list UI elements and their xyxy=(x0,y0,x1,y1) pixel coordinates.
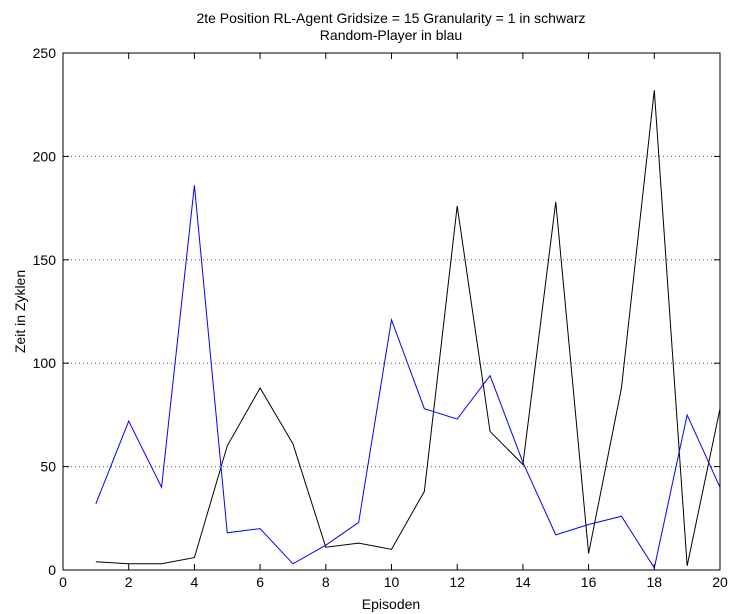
y-tick-label: 50 xyxy=(40,459,56,475)
y-tick-label: 250 xyxy=(33,45,57,61)
x-tick-label: 10 xyxy=(384,574,400,590)
y-tick-label: 200 xyxy=(33,148,57,164)
chart-subtitle: Random-Player in blau xyxy=(320,27,462,43)
x-tick-label: 0 xyxy=(59,574,67,590)
y-axis-label: Zeit in Zyklen xyxy=(12,270,28,353)
x-tick-label: 6 xyxy=(256,574,264,590)
x-tick-label: 4 xyxy=(191,574,199,590)
data-series xyxy=(95,90,721,570)
x-tick-label: 14 xyxy=(515,574,531,590)
y-tick-label: 0 xyxy=(48,562,56,578)
series-line-blue xyxy=(95,185,721,570)
plot-frame xyxy=(62,52,721,571)
x-tick-label: 20 xyxy=(712,574,728,590)
chart-title: 2te Position RL-Agent Gridsize = 15 Gran… xyxy=(196,10,585,26)
grid-lines xyxy=(63,155,720,468)
x-tick-label: 12 xyxy=(449,574,465,590)
x-tick-label: 16 xyxy=(581,574,597,590)
x-tick-label: 8 xyxy=(322,574,330,590)
series-line-black xyxy=(95,90,721,566)
x-axis-label: Episoden xyxy=(362,596,420,612)
x-tick-label: 2 xyxy=(125,574,133,590)
axis-ticks: 0 50 100 150 200 250 0 2 4 6 8 10 12 14 16 18 20 xyxy=(33,45,728,590)
y-tick-label: 100 xyxy=(33,355,57,371)
x-tick-label: 18 xyxy=(647,574,663,590)
y-tick-label: 150 xyxy=(33,252,57,268)
